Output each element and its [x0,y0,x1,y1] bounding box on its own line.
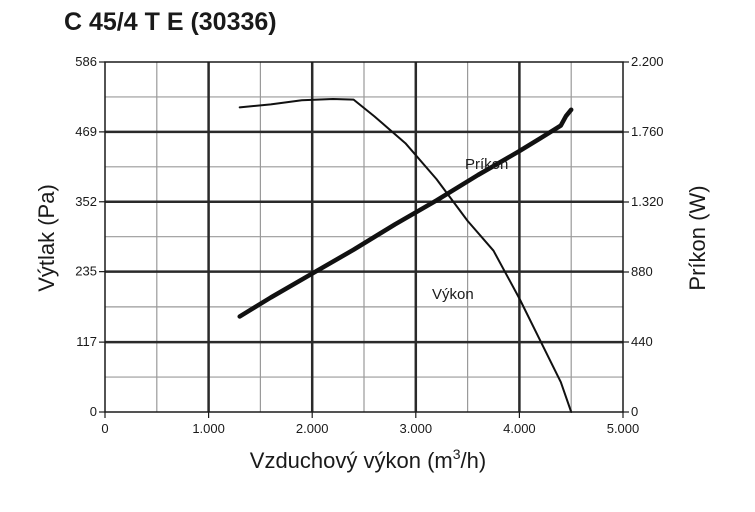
y-right-tick-label: 1.760 [631,124,664,139]
series-label-prikon: Príkon [465,156,508,173]
series-label-vykon: Výkon [432,286,474,303]
y-right-tick-label: 0 [631,404,638,419]
y-left-tick-label: 117 [76,334,97,349]
series-line-vykon [238,98,573,413]
x-tick-label: 0 [101,421,108,436]
x-axis-label-end: /h) [461,448,487,473]
y-axis-left-label: Výtlak (Pa) [34,184,59,292]
x-axis-label-superscript: 3 [453,446,461,462]
x-tick-label: 4.000 [503,421,536,436]
y-axis-right-label: Príkon (W) [685,185,710,290]
y-right-tick-label: 1.320 [631,194,664,209]
y-left-tick-label: 586 [75,54,97,69]
x-tick-label: 5.000 [607,421,640,436]
y-right-tick-label: 880 [631,264,653,279]
x-tick-label: 2.000 [296,421,329,436]
chart-title: C 45/4 T E (30336) [64,8,277,36]
series-line-prikon [237,107,574,319]
plot-frame [104,61,624,413]
y-left-tick-label: 469 [75,124,97,139]
y-left-tick-label: 235 [75,264,97,279]
y-left-tick-label: 0 [90,404,97,419]
x-tick-label: 3.000 [400,421,433,436]
y-right-tick-label: 440 [631,334,653,349]
x-axis-label-main: Vzduchový výkon (m [250,448,453,473]
x-axis-label: Vzduchový výkon (m3/h) [250,446,486,473]
y-left-tick-label: 352 [75,194,97,209]
x-tick-label: 1.000 [192,421,225,436]
y-right-tick-label: 2.200 [631,54,664,69]
